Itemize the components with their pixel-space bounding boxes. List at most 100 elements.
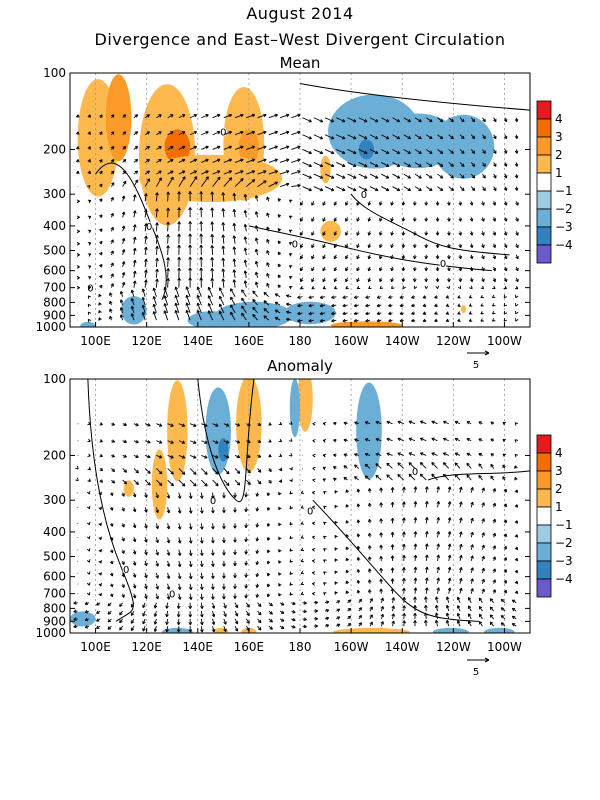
vector-arrow bbox=[167, 207, 169, 218]
vector-arrow-head bbox=[342, 303, 346, 308]
vector-arrow-head bbox=[263, 158, 267, 162]
vector-arrow-head bbox=[401, 244, 406, 248]
vector-arrow-head bbox=[185, 286, 190, 290]
vector-arrow bbox=[386, 438, 393, 442]
vector-arrow-head bbox=[76, 275, 80, 280]
vector-arrow bbox=[233, 193, 236, 202]
vector-arrow-head bbox=[221, 234, 226, 238]
vector-arrow-head bbox=[211, 613, 216, 618]
vector-arrow-head bbox=[263, 130, 267, 135]
vector-arrow-head bbox=[75, 159, 80, 163]
vector-arrow-head bbox=[459, 486, 463, 491]
vector-arrow-head bbox=[166, 245, 170, 249]
contour-line bbox=[312, 499, 479, 622]
vector-arrow-head bbox=[399, 318, 403, 323]
vector-arrow-head bbox=[434, 303, 438, 308]
vector-arrow-head bbox=[87, 253, 92, 257]
vector-arrow-head bbox=[386, 452, 390, 456]
vector-arrow-head bbox=[176, 629, 181, 633]
y-tick-label: 300 bbox=[43, 493, 66, 507]
vector-arrow-head bbox=[221, 278, 226, 282]
vector-arrow-head bbox=[241, 297, 245, 302]
vector-arrow-head bbox=[386, 462, 390, 467]
vector-arrow-head bbox=[144, 279, 148, 283]
vector-arrow bbox=[189, 455, 197, 459]
vector-arrow-head bbox=[300, 244, 304, 249]
vector-arrow bbox=[414, 486, 417, 493]
vector-arrow-head bbox=[177, 207, 181, 211]
vector-arrow-head bbox=[155, 222, 159, 226]
vector-arrow-head bbox=[221, 268, 226, 272]
vector-arrow-head bbox=[425, 566, 429, 570]
vector-arrow bbox=[155, 268, 158, 278]
vector-arrow-head bbox=[163, 303, 168, 307]
vector-arrow-head bbox=[254, 195, 259, 199]
vector-arrow-head bbox=[402, 285, 406, 290]
vector-arrow bbox=[219, 311, 225, 321]
vector-arrow-head bbox=[166, 526, 171, 530]
vector-arrow bbox=[336, 186, 346, 191]
vector-arrow-head bbox=[177, 552, 182, 556]
vector-arrow-head bbox=[308, 318, 312, 323]
vector-arrow-head bbox=[230, 296, 234, 301]
vector-arrow-head bbox=[152, 296, 157, 300]
vector-arrow-head bbox=[375, 420, 379, 425]
vector-arrow bbox=[131, 289, 135, 297]
contour-line bbox=[350, 193, 510, 256]
vector-arrow-head bbox=[300, 505, 305, 509]
vector-arrow-head bbox=[478, 597, 483, 602]
vector-arrow-head bbox=[266, 537, 271, 541]
vector-arrow-head bbox=[482, 187, 486, 191]
vector-arrow bbox=[133, 280, 136, 288]
vector-arrow-head bbox=[166, 495, 171, 499]
vector-arrow-head bbox=[515, 232, 519, 236]
vector-arrow-head bbox=[254, 211, 259, 215]
vector-arrow bbox=[381, 162, 390, 167]
vector-arrow-head bbox=[492, 488, 497, 492]
vector-arrow-head bbox=[466, 421, 470, 425]
vector-arrow-head bbox=[375, 437, 379, 442]
vector-arrow bbox=[189, 479, 197, 487]
vector-arrow bbox=[230, 288, 236, 297]
vector-arrow-head bbox=[459, 587, 463, 592]
vector-arrow bbox=[459, 501, 462, 508]
vector-arrow-head bbox=[286, 310, 290, 315]
shaded-region bbox=[432, 114, 495, 179]
vector-arrow-head bbox=[99, 453, 103, 458]
vector-arrow bbox=[200, 560, 203, 567]
vector-arrow-head bbox=[390, 218, 394, 222]
vector-arrow-head bbox=[334, 581, 338, 585]
vector-arrow-head bbox=[122, 170, 127, 175]
vector-arrow-head bbox=[356, 218, 360, 222]
vector-arrow-head bbox=[200, 552, 204, 556]
vector-arrow-head bbox=[312, 439, 316, 443]
vector-arrow-head bbox=[177, 233, 181, 237]
vector-arrow-head bbox=[407, 163, 411, 167]
vector-arrow-head bbox=[312, 521, 316, 526]
vector-arrow-head bbox=[333, 466, 337, 470]
vector-arrow-head bbox=[193, 170, 198, 174]
vector-arrow-head bbox=[308, 119, 312, 123]
vector-arrow-head bbox=[121, 225, 126, 229]
vector-arrow bbox=[279, 131, 290, 136]
vector-arrow-head bbox=[170, 131, 174, 135]
colorbar-swatch bbox=[536, 172, 552, 192]
vector-arrow bbox=[133, 479, 139, 485]
vector-arrow-head bbox=[278, 536, 282, 541]
vector-arrow-head bbox=[155, 245, 159, 250]
vector-arrow-head bbox=[367, 579, 372, 583]
vector-arrow bbox=[167, 234, 169, 244]
vector-arrow-head bbox=[199, 221, 203, 225]
vector-arrow-head bbox=[119, 307, 124, 311]
vector-arrow bbox=[358, 149, 368, 154]
shaded-region bbox=[215, 301, 293, 327]
vector-arrow-head bbox=[330, 163, 335, 168]
vector-arrow bbox=[414, 162, 422, 167]
vector-arrow bbox=[212, 479, 219, 487]
vector-arrow-head bbox=[402, 587, 406, 591]
y-tick-label: 400 bbox=[43, 525, 66, 539]
vector-arrow bbox=[414, 501, 417, 508]
vector-arrow-head bbox=[230, 304, 234, 308]
vector-arrow-head bbox=[482, 135, 486, 140]
vector-arrow bbox=[156, 455, 163, 459]
